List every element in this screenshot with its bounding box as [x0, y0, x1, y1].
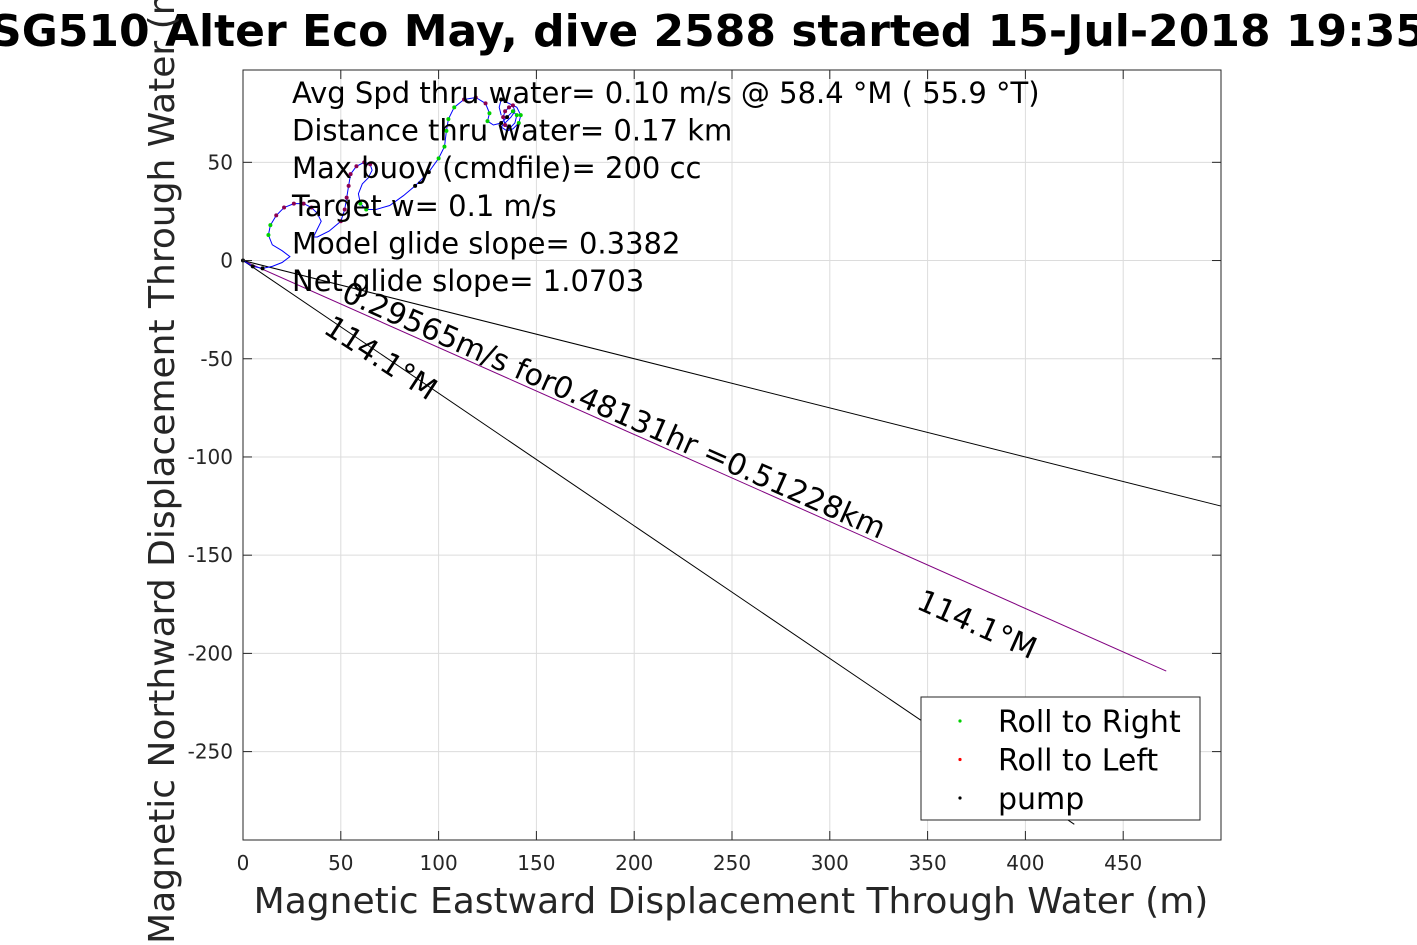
- y-tick-label: -250: [188, 740, 233, 764]
- x-tick-label: 50: [328, 851, 353, 875]
- x-tick-label: 200: [615, 851, 653, 875]
- y-tick-label: -200: [188, 641, 233, 665]
- roll-right-point: [364, 207, 369, 212]
- x-tick-label: 300: [811, 851, 849, 875]
- x-tick-label: 400: [1006, 851, 1044, 875]
- x-tick-label: 100: [420, 851, 458, 875]
- x-tick-label: 0: [237, 851, 250, 875]
- roll-right-point: [516, 121, 521, 126]
- roll-left-point: [510, 103, 515, 108]
- legend-marker: [958, 757, 962, 762]
- x-tick-label: 250: [713, 851, 751, 875]
- roll-left-point: [348, 172, 353, 177]
- roll-right-point: [266, 233, 271, 237]
- stats-line: Avg Spd thru water= 0.10 m/s @ 58.4 °M (…: [292, 76, 1040, 110]
- legend-label: pump: [998, 782, 1084, 817]
- pump-point: [499, 121, 504, 126]
- roll-left-point: [274, 213, 279, 218]
- roll-right-point: [436, 156, 441, 161]
- roll-left-point: [342, 207, 347, 212]
- roll-left-point: [501, 115, 506, 120]
- roll-left-point: [507, 105, 512, 110]
- x-tick-label: 350: [909, 851, 947, 875]
- heading-line: [242, 260, 1167, 672]
- marker-points-layer: [241, 95, 523, 271]
- chart-title: SG510 Alter Eco May, dive 2588 started 1…: [0, 6, 1417, 57]
- roll-left-point: [368, 162, 373, 167]
- y-tick-label: -150: [188, 543, 233, 567]
- roll-right-point: [358, 201, 363, 206]
- roll-left-point: [473, 95, 478, 100]
- right-boundary-line: [242, 260, 1222, 507]
- legend-box: [920, 696, 1201, 821]
- legend-label: Roll to Left: [998, 744, 1158, 779]
- roll-right-point: [442, 144, 447, 149]
- roll-right-point: [514, 113, 519, 118]
- legend-marker: [958, 796, 962, 800]
- roll-left-point: [462, 97, 467, 102]
- legend-marker: [958, 719, 962, 723]
- axis-ticks-layer: 0 50 100 150 200 250 300 350 400 450 -250 -200 -150 -…: [188, 70, 1221, 875]
- stats-line: Target w= 0.1 m/s: [291, 189, 557, 223]
- roll-right-point: [510, 109, 515, 114]
- roll-right-point: [485, 119, 490, 124]
- stats-annotation-block: Avg Spd thru water= 0.10 m/s @ 58.4 °M (…: [291, 76, 1040, 298]
- stats-line: Max buoy (cmdfile)= 200 cc: [292, 151, 701, 185]
- roll-left-point: [354, 164, 359, 169]
- roll-right-point: [452, 105, 457, 110]
- pump-point: [250, 264, 255, 269]
- pump-point: [499, 97, 504, 102]
- pump-point: [413, 183, 418, 188]
- x-axis-label: Magnetic Eastward Displacement Through W…: [254, 881, 1209, 922]
- pump-point: [260, 266, 265, 271]
- pump-point: [505, 115, 510, 120]
- legend-label: Roll to Right: [998, 705, 1181, 740]
- roll-right-point: [444, 128, 449, 133]
- roll-right-point: [446, 117, 451, 122]
- roll-left-point: [483, 101, 488, 106]
- roll-left-point: [503, 109, 508, 114]
- stats-line: Distance thru water= 0.17 km: [292, 114, 732, 148]
- glider-track-layer: [242, 96, 522, 269]
- y-axis-label: Magnetic Northward Displacement Through …: [142, 0, 183, 944]
- roll-left-point: [301, 201, 306, 206]
- y-tick-label: -100: [188, 445, 233, 469]
- roll-left-point: [309, 205, 314, 210]
- roll-left-point: [344, 195, 349, 200]
- y-tick-label: -50: [200, 347, 233, 371]
- roll-left-point: [362, 160, 367, 165]
- stats-line: Model glide slope= 0.3382: [292, 226, 680, 260]
- roll-left-point: [291, 201, 296, 206]
- roll-right-point: [518, 113, 523, 118]
- glider-track-line: [242, 96, 522, 269]
- roll-left-point: [282, 205, 287, 210]
- x-tick-label: 450: [1104, 851, 1142, 875]
- roll-left-point: [503, 123, 508, 127]
- roll-right-point: [268, 223, 273, 228]
- roll-left-point: [346, 183, 351, 188]
- roll-left-point: [338, 219, 343, 224]
- stats-line: Net glide slope= 1.0703: [292, 264, 644, 298]
- pump-point: [426, 170, 431, 175]
- x-tick-label: 150: [517, 851, 555, 875]
- y-tick-label: 50: [208, 150, 233, 174]
- roll-right-point: [487, 111, 492, 116]
- y-tick-label: 0: [220, 249, 233, 273]
